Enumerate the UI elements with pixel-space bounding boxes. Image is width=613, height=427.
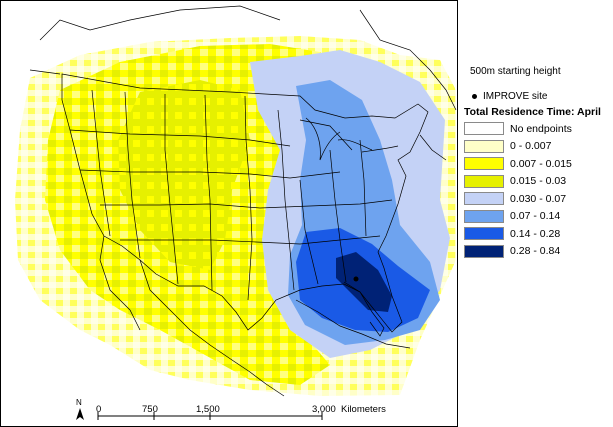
legend-swatch	[464, 227, 504, 241]
legend-class: 0.030 - 0.07	[462, 190, 613, 208]
scale-bar-line	[97, 412, 323, 420]
legend-site-entry: IMPROVE site	[472, 91, 613, 102]
legend-class: 0.14 - 0.28	[462, 225, 613, 243]
height-note: 500m starting height	[470, 66, 561, 77]
scale-tick-2: 1,500	[196, 404, 220, 415]
residence-time-map	[0, 0, 458, 427]
legend-swatch	[464, 209, 504, 223]
legend-class: 0.007 - 0.015	[462, 155, 613, 173]
legend-class-label: 0.07 - 0.14	[510, 210, 561, 223]
scale-unit: Kilometers	[341, 404, 386, 415]
site-label: IMPROVE site	[483, 91, 548, 102]
legend-swatch	[464, 139, 504, 153]
legend-class-label: No endpoints	[510, 122, 572, 135]
legend-swatch	[464, 122, 504, 136]
north-arrow-icon: N	[76, 398, 84, 420]
legend-class: 0.28 - 0.84	[462, 243, 613, 261]
legend-class: 0 - 0.007	[462, 138, 613, 156]
legend-swatch	[464, 244, 504, 258]
scale-tick-3: 3,000	[312, 404, 336, 415]
zone-0.28-0.84	[336, 252, 392, 312]
legend-class-label: 0.007 - 0.015	[510, 157, 572, 170]
legend-class-label: 0.28 - 0.84	[510, 245, 561, 258]
residence-raster	[15, 36, 456, 396]
legend-class: 0.07 - 0.14	[462, 208, 613, 226]
legend-class: No endpoints	[462, 120, 613, 138]
legend-swatch	[464, 174, 504, 188]
scale-bar: 0 750 1,500 3,000 Kilometers	[96, 400, 426, 426]
legend-title: Total Residence Time: April	[464, 106, 601, 118]
scale-tick-0: 0	[96, 404, 102, 415]
zone-0.015-0.03	[118, 80, 250, 270]
legend-class-label: 0.030 - 0.07	[510, 192, 567, 205]
scale-tick-1: 750	[142, 404, 158, 415]
legend-swatch	[464, 157, 504, 171]
north-label: N	[76, 398, 82, 407]
legend-class-label: 0.14 - 0.28	[510, 227, 561, 240]
legend-class-label: 0 - 0.007	[510, 140, 552, 153]
improve-site-marker	[353, 276, 359, 282]
legend-class-label: 0.015 - 0.03	[510, 175, 567, 188]
map-panel: N 0 750 1,500 3,000 Kilometers	[0, 0, 458, 427]
legend-classes: No endpoints 0 - 0.007 0.007 - 0.015 0.0…	[462, 120, 613, 260]
legend-class: 0.015 - 0.03	[462, 173, 613, 191]
map-legend: 500m starting height IMPROVE site Total …	[462, 62, 613, 260]
site-dot-icon	[472, 94, 477, 99]
state-boundaries	[29, 5, 457, 397]
legend-swatch	[464, 192, 504, 206]
